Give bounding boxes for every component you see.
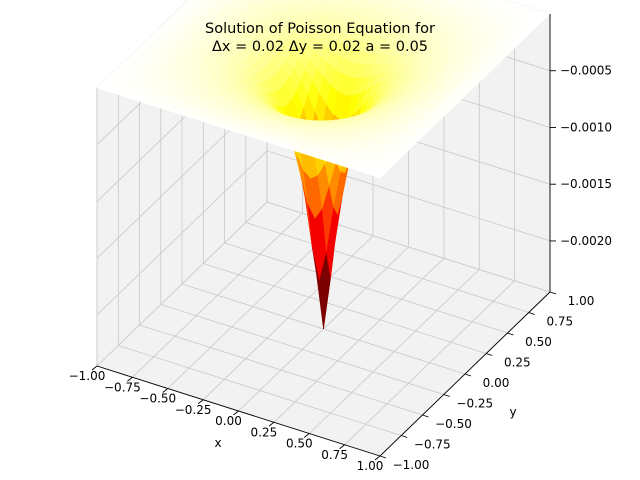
z-gridline: [96, 150, 551, 316]
y-axis-label: y: [509, 405, 516, 419]
x-tick-label: −0.75: [104, 380, 141, 394]
y-tick-label: 0.75: [546, 315, 573, 329]
x-tick-mark: [268, 421, 275, 427]
z-tick-label: −0.0005: [560, 64, 612, 78]
chart-title-line-2: Δx = 0.02 Δy = 0.02 a = 0.05: [212, 39, 428, 55]
x-tick-mark: [162, 388, 169, 393]
z-tick-label: −0.0010: [560, 121, 612, 135]
y-gridline: [117, 67, 402, 436]
y-tick-label: −0.25: [456, 397, 493, 411]
y-tick-label: 0.25: [504, 356, 531, 370]
chart-title-line-1: Solution of Poisson Equation for: [205, 21, 435, 37]
y-gridline: [139, 47, 423, 416]
x-tick-mark: [91, 365, 98, 371]
x-tick-mark: [233, 410, 239, 416]
y-tick-mark: [507, 332, 514, 336]
y-tick-mark: [549, 291, 557, 295]
x-tick-label: 0.50: [286, 437, 313, 451]
x-tick-label: 1.00: [357, 459, 384, 473]
y-tick-label: 0.50: [525, 335, 552, 349]
y-tick-label: 0.00: [483, 376, 510, 390]
poisson-surface: [96, 0, 551, 330]
x-tick-label: −0.25: [175, 403, 212, 417]
y-tick-mark: [443, 394, 450, 397]
y-tick-mark: [422, 414, 429, 418]
y-tick-label: 1.00: [568, 294, 595, 308]
x-tick-label: 0.25: [251, 425, 278, 439]
x-tick-label: 0.00: [215, 414, 242, 428]
x-tick-label: −0.50: [139, 392, 176, 406]
x-axis-label: x: [214, 436, 221, 450]
y-tick-label: −1.00: [393, 458, 430, 472]
x-tick-mark: [374, 455, 381, 461]
x-tick-mark: [127, 376, 133, 382]
y-tick-mark: [486, 353, 493, 356]
z-tick-label: −0.0020: [560, 234, 612, 248]
x-tick-mark: [339, 444, 345, 450]
x-tick-mark: [197, 399, 204, 405]
x-tick-label: −1.00: [69, 369, 106, 383]
y-tick-mark: [464, 373, 472, 377]
y-gridline: [160, 26, 444, 395]
y-tick-mark: [379, 455, 387, 459]
axes-ticks: −1.00−0.75−0.50−0.250.000.250.500.751.00…: [69, 64, 612, 473]
x-tick-label: 0.75: [321, 448, 348, 462]
y-tick-label: −0.75: [414, 438, 451, 452]
y-tick-label: −0.50: [435, 417, 472, 431]
z-tick-label: −0.0015: [560, 177, 612, 191]
surface-face: [372, 171, 385, 179]
y-tick-mark: [528, 312, 535, 315]
x-tick-mark: [303, 433, 310, 438]
y-tick-mark: [401, 435, 408, 438]
